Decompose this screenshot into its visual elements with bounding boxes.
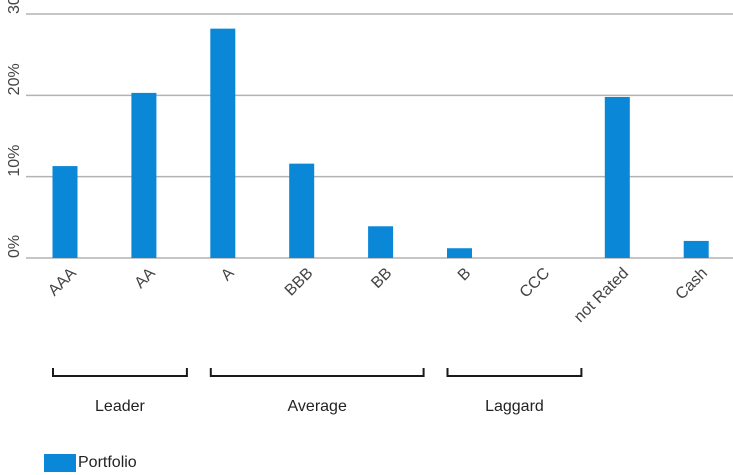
x-tick-label: not Rated: [571, 265, 632, 326]
group-bracket: [209, 368, 425, 377]
bar: [289, 163, 315, 258]
bar: [447, 248, 472, 258]
bar: [368, 226, 394, 258]
bar: [210, 28, 236, 258]
legend-swatch: [44, 454, 76, 472]
x-tick-label: A: [218, 265, 238, 285]
group-label: Average: [288, 398, 347, 415]
bar: [683, 240, 709, 258]
legend-label: Portfolio: [78, 454, 137, 471]
x-tick-label: BBB: [282, 265, 317, 300]
y-tick-label: 10%: [6, 145, 23, 177]
x-tick-label: BB: [368, 265, 395, 292]
group-bracket: [52, 368, 188, 377]
y-tick-label: 30%: [6, 0, 23, 14]
x-tick-label: AAA: [45, 265, 80, 300]
group-bracket: [446, 368, 583, 377]
group-label: Leader: [95, 398, 145, 415]
y-tick-label: 20%: [6, 63, 23, 95]
bar: [52, 166, 78, 258]
x-tick-label: CCC: [517, 265, 554, 302]
bar: [131, 92, 157, 258]
x-tick-label: B: [455, 265, 475, 285]
x-tick-label: Cash: [673, 265, 711, 303]
group-label: Laggard: [485, 398, 544, 415]
legend: Portfolio: [44, 454, 137, 472]
y-tick-label: 0%: [6, 235, 23, 258]
bar: [604, 96, 630, 259]
x-tick-label: AA: [132, 265, 159, 292]
